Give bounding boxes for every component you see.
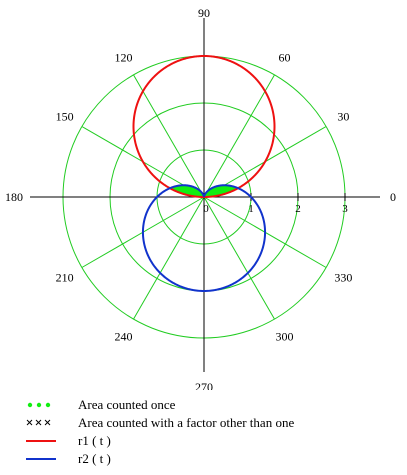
radial-tick-label: 2: [295, 203, 301, 215]
angle-tick-label: 120: [115, 51, 133, 65]
legend-item-area-factor: Area counted with a factor other than on…: [20, 414, 400, 432]
grid-spoke: [203, 196, 275, 320]
curves: [132, 55, 276, 293]
angle-tick-label: 300: [276, 329, 294, 343]
radial-tick-label: 0: [203, 203, 209, 215]
grid-spoke: [203, 74, 275, 198]
angle-tick-label: 150: [56, 110, 74, 124]
legend-label: Area counted once: [78, 397, 176, 412]
radial-tick-label: 3: [342, 203, 348, 215]
angle-tick-label: 270: [195, 380, 213, 390]
series-r1-curve: [132, 55, 276, 198]
angle-tick-label: 60: [279, 51, 291, 65]
legend-item-r2: r2 ( t ): [20, 450, 400, 468]
angle-tick-label: 210: [56, 271, 74, 285]
axis-labels: 0 30 60 90 120 150 180 210 240 270 300 330 0 1 2 3: [5, 6, 396, 390]
radial-tick-label: 1: [248, 203, 254, 215]
blue-line-swatch: [26, 458, 56, 460]
grid-spoke: [133, 74, 205, 198]
angle-tick-label: 0: [390, 190, 396, 204]
legend: Area counted once Area counted with a fa…: [20, 396, 400, 468]
grid-spoke: [133, 196, 205, 320]
series-r2-curve: [141, 184, 267, 293]
polar-plot: 0 30 60 90 120 150 180 210 240 270 300 330 0 1 2 3: [5, 6, 396, 390]
legend-label: Area counted with a factor other than on…: [78, 415, 295, 430]
angle-tick-label: 240: [115, 329, 133, 343]
legend-label: r1 ( t ): [78, 433, 111, 448]
angle-tick-label: 180: [5, 190, 23, 204]
black-x-swatch: [26, 419, 51, 426]
angle-tick-label: 330: [334, 271, 352, 285]
angle-tick-label: 90: [198, 6, 210, 20]
green-dots-swatch: [27, 402, 51, 408]
legend-label: r2 ( t ): [78, 451, 111, 466]
red-line-swatch: [26, 440, 56, 442]
legend-item-area-once: Area counted once: [20, 396, 400, 414]
angle-tick-label: 30: [337, 110, 349, 124]
legend-item-r1: r1 ( t ): [20, 432, 400, 450]
